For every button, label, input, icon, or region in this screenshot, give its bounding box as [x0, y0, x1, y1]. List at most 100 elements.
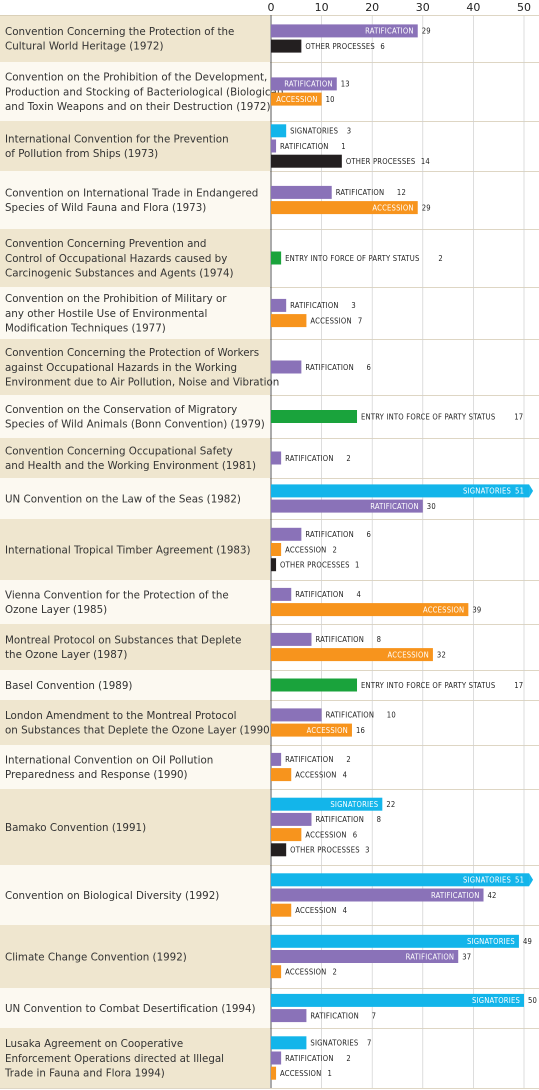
bar-group: RATIFICATION 2	[271, 1051, 351, 1065]
row-label-background	[0, 121, 270, 171]
bar-other-processes	[271, 558, 277, 572]
bar-accession	[271, 201, 418, 215]
bar-name-label: ACCESSION	[276, 95, 317, 104]
bar-accession	[271, 603, 469, 617]
treaty-row: Convention Concerning Occupational Safet…	[5, 446, 351, 473]
bar-signatories	[271, 484, 530, 498]
bar-name-label: RATIFICATION	[290, 301, 339, 310]
bar-name-label: ACCESSION	[305, 830, 346, 839]
bar-name-label: ENTRY INTO FORCE OF PARTY STATUS	[361, 681, 495, 690]
treaty-label: Convention on Biological Diversity (1992…	[5, 890, 219, 902]
bar-name-label: RATIFICATION	[285, 1054, 334, 1063]
bar-name-label: ENTRY INTO FORCE OF PARTY STATUS	[361, 412, 495, 421]
bar-other-processes	[271, 154, 342, 168]
bar-group: RATIFICATION 37	[271, 950, 471, 963]
bar-value-label: 4	[343, 770, 348, 779]
row-label-background	[0, 580, 270, 624]
bar-group: RATIFICATION 6	[271, 527, 371, 541]
treaty-row: Climate Change Convention (1992) SIGNATOR…	[5, 934, 532, 979]
treaty-label: UN Convention to Combat Desertification …	[5, 1003, 256, 1015]
bar-value-label: 2	[346, 755, 351, 764]
bar-name-label: OTHER PROCESSES	[290, 846, 360, 855]
bar-name-label: ACCESSION	[280, 1069, 321, 1078]
bar-ratification	[271, 77, 337, 91]
bar-name-label: RATIFICATION	[406, 952, 455, 961]
bar-value-label: 16	[356, 726, 365, 735]
bar-ratification	[271, 950, 459, 963]
treaty-label: Basel Convention (1989)	[5, 680, 132, 692]
bar-name-label: ACCESSION	[295, 770, 336, 779]
bar-ratification	[271, 1051, 282, 1065]
treaty-label: International Convention for the Prevent…	[5, 134, 229, 161]
bar-value-label: 42	[488, 891, 497, 900]
bar-group: ACCESSION 6	[271, 828, 357, 842]
bar-other-processes	[271, 843, 287, 857]
bar-name-label: RATIFICATION	[370, 502, 419, 511]
bar-value-label: 2	[333, 968, 338, 977]
bar-group: RATIFICATION 8	[271, 632, 381, 646]
bar-group: RATIFICATION 29	[271, 24, 431, 38]
bar-entry-into-force-of-party-status	[271, 678, 358, 692]
bar-signatories	[271, 993, 524, 1007]
bar-group: SIGNATORIES 7	[271, 1036, 371, 1050]
treaty-row: Convention Concerning the Protection of …	[5, 347, 371, 388]
bar-group: OTHER PROCESSES 1	[271, 558, 360, 572]
bar-group: SIGNATORIES 3	[271, 124, 351, 138]
bar-group: OTHER PROCESSES 6	[271, 39, 385, 53]
row-label-background	[0, 62, 270, 121]
bar-accession	[271, 723, 352, 737]
treaty-label: International Tropical Timber Agreement …	[5, 544, 251, 556]
bar-group: RATIFICATION 1	[271, 139, 346, 153]
bar-value-label: 1	[355, 561, 360, 570]
treaty-label: Lusaka Agreement on Cooperative Enforceme…	[4, 1038, 224, 1079]
bar-name-label: SIGNATORIES	[310, 1039, 358, 1048]
bar-group: ACCESSION 2	[271, 965, 338, 979]
bar-signatories	[271, 124, 287, 138]
bar-value-label: 49	[523, 937, 532, 946]
treaty-label: Convention Concerning the Protection of …	[5, 26, 234, 53]
bar-group: ENTRY INTO FORCE OF PARTY STATUS 17	[271, 678, 523, 692]
row-label-background	[0, 865, 270, 925]
bar-name-label: ACCESSION	[307, 726, 348, 735]
row-label-background	[0, 287, 270, 339]
bar-value-label: 8	[377, 815, 382, 824]
bar-name-label: SIGNATORIES	[330, 800, 378, 809]
bar-group: ACCESSION 10	[271, 92, 334, 106]
x-tick-label: 50	[517, 1, 531, 14]
bar-group: ACCESSION 7	[271, 314, 362, 328]
bar-entry-into-force-of-party-status	[271, 251, 282, 265]
bar-group: SIGNATORIES 49	[271, 934, 532, 948]
bar-name-label: ACCESSION	[310, 316, 351, 325]
bar-group: SIGNATORIES 22	[271, 797, 395, 811]
bar-name-label: ENTRY INTO FORCE OF PARTY STATUS	[285, 254, 419, 263]
bar-value-label: 32	[437, 650, 446, 659]
bar-value-label: 3	[365, 846, 370, 855]
bar-group: RATIFICATION 2	[271, 752, 351, 766]
row-label-background	[0, 670, 270, 700]
bar-ratification	[271, 632, 312, 646]
bar-name-label: RATIFICATION	[315, 635, 364, 644]
bar-name-label: RATIFICATION	[431, 891, 480, 900]
treaty-label: Convention Concerning the Protection of …	[5, 347, 279, 388]
bar-group: RATIFICATION 30	[271, 499, 436, 513]
bar-group: RATIFICATION 4	[271, 587, 361, 601]
bar-ratification	[271, 451, 282, 465]
bar-group: ENTRY INTO FORCE OF PARTY STATUS 2	[271, 251, 443, 265]
bar-group: OTHER PROCESSES 3	[271, 843, 370, 857]
bar-group: RATIFICATION 12	[271, 185, 406, 199]
bar-accession	[271, 768, 292, 782]
treaty-row: Convention on International Trade in End…	[5, 185, 431, 215]
bar-group: ACCESSION 29	[271, 201, 431, 215]
x-tick-label: 0	[268, 1, 275, 14]
bar-name-label: RATIFICATION	[295, 590, 344, 599]
treaty-label: Montreal Protocol on Substances that Dep…	[5, 635, 241, 662]
bar-group: RATIFICATION 7	[271, 1009, 376, 1023]
bar-ratification	[271, 888, 484, 902]
bar-ratification	[271, 752, 282, 766]
row-label-background	[0, 15, 270, 62]
treaty-label: Bamako Convention (1991)	[5, 822, 146, 834]
bar-name-label: SIGNATORIES	[290, 127, 338, 136]
treaty-row: Convention Concerning Prevention and Cont…	[5, 238, 443, 279]
overflow-arrow	[529, 484, 534, 498]
bar-name-label: ACCESSION	[388, 650, 429, 659]
